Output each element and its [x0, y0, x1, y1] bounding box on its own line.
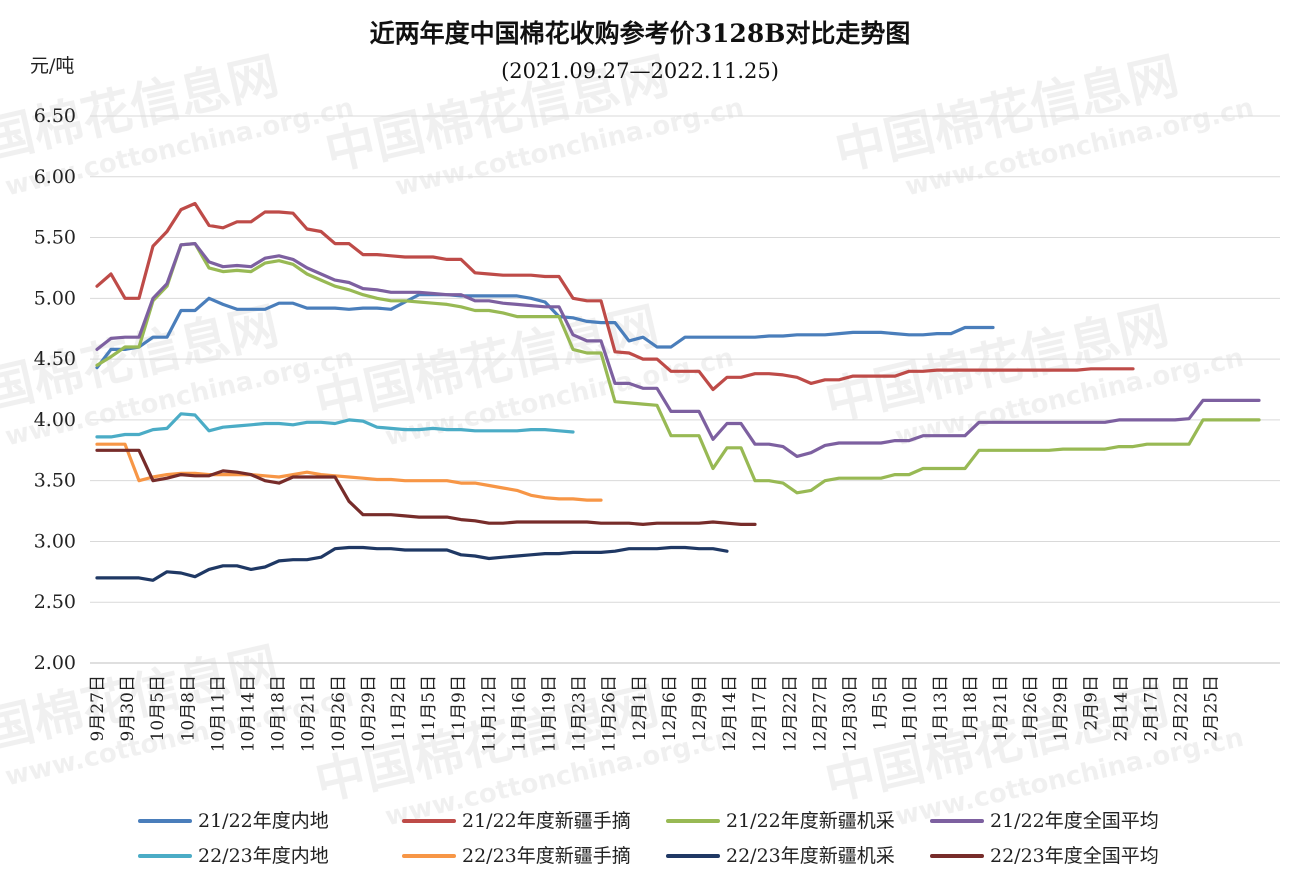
legend-label: 22/23年度新疆机采 — [726, 845, 895, 867]
series-line-6 — [95, 545, 729, 582]
x-tick-label: 2月22日 — [1172, 675, 1192, 741]
x-tick-label: 12月22日 — [780, 675, 800, 752]
legend-label: 21/22年度内地 — [198, 810, 329, 832]
series-line-0 — [95, 293, 995, 370]
y-tick-label: 3.50 — [34, 470, 76, 492]
x-tick-label: 11月12日 — [479, 675, 499, 752]
x-tick-label: 10月5日 — [148, 675, 168, 741]
x-tick-label: 12月14日 — [720, 675, 740, 752]
y-tick-label: 5.50 — [34, 227, 76, 249]
legend-label: 22/23年度新疆手摘 — [462, 845, 631, 867]
legend-label: 22/23年度内地 — [198, 845, 329, 867]
x-tick-label: 1月18日 — [961, 675, 981, 741]
x-tick-label: 11月16日 — [509, 675, 529, 752]
y-axis-ticks: 2.00 2.50 3.00 3.50 4.00 4.50 5.00 5.50 6.00 6.50 — [34, 105, 76, 674]
y-axis-unit-label: 元/吨 — [30, 55, 74, 77]
x-tick-label: 11月9日 — [449, 675, 469, 741]
x-tick-label: 1月5日 — [871, 675, 891, 731]
x-tick-label: 2月25日 — [1202, 675, 1222, 741]
y-tick-label: 4.50 — [34, 348, 76, 370]
y-tick-label: 5.00 — [34, 287, 76, 309]
series-line-5 — [95, 442, 603, 502]
x-tick-label: 12月30日 — [841, 675, 861, 752]
y-tick-label: 3.00 — [34, 530, 76, 552]
series-line-7 — [95, 448, 757, 527]
x-tick-label: 10月26日 — [329, 675, 349, 752]
series-lines — [95, 201, 1261, 582]
x-tick-label: 12月27日 — [810, 675, 830, 752]
y-tick-label: 2.50 — [34, 591, 76, 613]
y-tick-label: 2.00 — [34, 652, 76, 674]
x-tick-label: 1月21日 — [991, 675, 1011, 741]
x-tick-label: 12月17日 — [750, 675, 770, 752]
x-tick-label: 2月9日 — [1081, 675, 1101, 731]
x-axis-ticks: 9月27日 9月30日 10月5日 10月8日 10月11日 10月14日 10月18日 10… — [88, 675, 1222, 752]
legend-label: 21/22年度新疆机采 — [726, 810, 895, 832]
x-tick-label: 12月1日 — [630, 675, 650, 741]
x-tick-label: 1月29日 — [1051, 675, 1071, 741]
legend: 21/22年度内地 21/22年度新疆手摘 21/22年度新疆机采 21/22年度全国… — [138, 810, 1159, 867]
series-line-3 — [95, 242, 1261, 458]
legend-label: 21/22年度全国平均 — [990, 810, 1159, 832]
x-tick-label: 1月10日 — [901, 675, 921, 741]
x-tick-label: 11月2日 — [389, 675, 409, 741]
x-tick-label: 2月14日 — [1111, 675, 1131, 741]
x-tick-label: 10月14日 — [239, 675, 259, 752]
x-tick-label: 11月26日 — [600, 675, 620, 752]
x-tick-label: 11月5日 — [419, 675, 439, 741]
x-tick-label: 11月19日 — [540, 675, 560, 752]
gridlines — [90, 115, 1280, 664]
chart-title: 近两年度中国棉花收购参考价3128B对比走势图 — [370, 19, 911, 48]
legend-label: 22/23年度全国平均 — [990, 845, 1159, 867]
y-tick-label: 6.00 — [34, 166, 76, 188]
legend-label: 21/22年度新疆手摘 — [462, 810, 631, 832]
x-tick-label: 11月23日 — [570, 675, 590, 752]
x-tick-label: 1月13日 — [931, 675, 951, 741]
x-tick-label: 10月8日 — [178, 675, 198, 741]
x-tick-label: 12月9日 — [690, 675, 710, 741]
y-tick-label: 6.50 — [34, 105, 76, 127]
series-line-2 — [95, 242, 1261, 495]
x-tick-label: 10月29日 — [359, 675, 379, 752]
x-tick-label: 2月17日 — [1142, 675, 1162, 741]
x-tick-label: 9月30日 — [118, 675, 138, 741]
y-tick-label: 4.00 — [34, 409, 76, 431]
x-tick-label: 10月11日 — [208, 675, 228, 752]
series-line-1 — [95, 201, 1135, 392]
x-tick-label: 10月18日 — [269, 675, 289, 752]
x-tick-label: 12月6日 — [660, 675, 680, 741]
x-tick-label: 9月27日 — [88, 675, 108, 741]
x-tick-label: 1月26日 — [1021, 675, 1041, 741]
x-tick-label: 10月21日 — [299, 675, 319, 752]
series-line-4 — [95, 412, 575, 439]
chart-subtitle: (2021.09.27—2022.11.25) — [501, 59, 779, 83]
